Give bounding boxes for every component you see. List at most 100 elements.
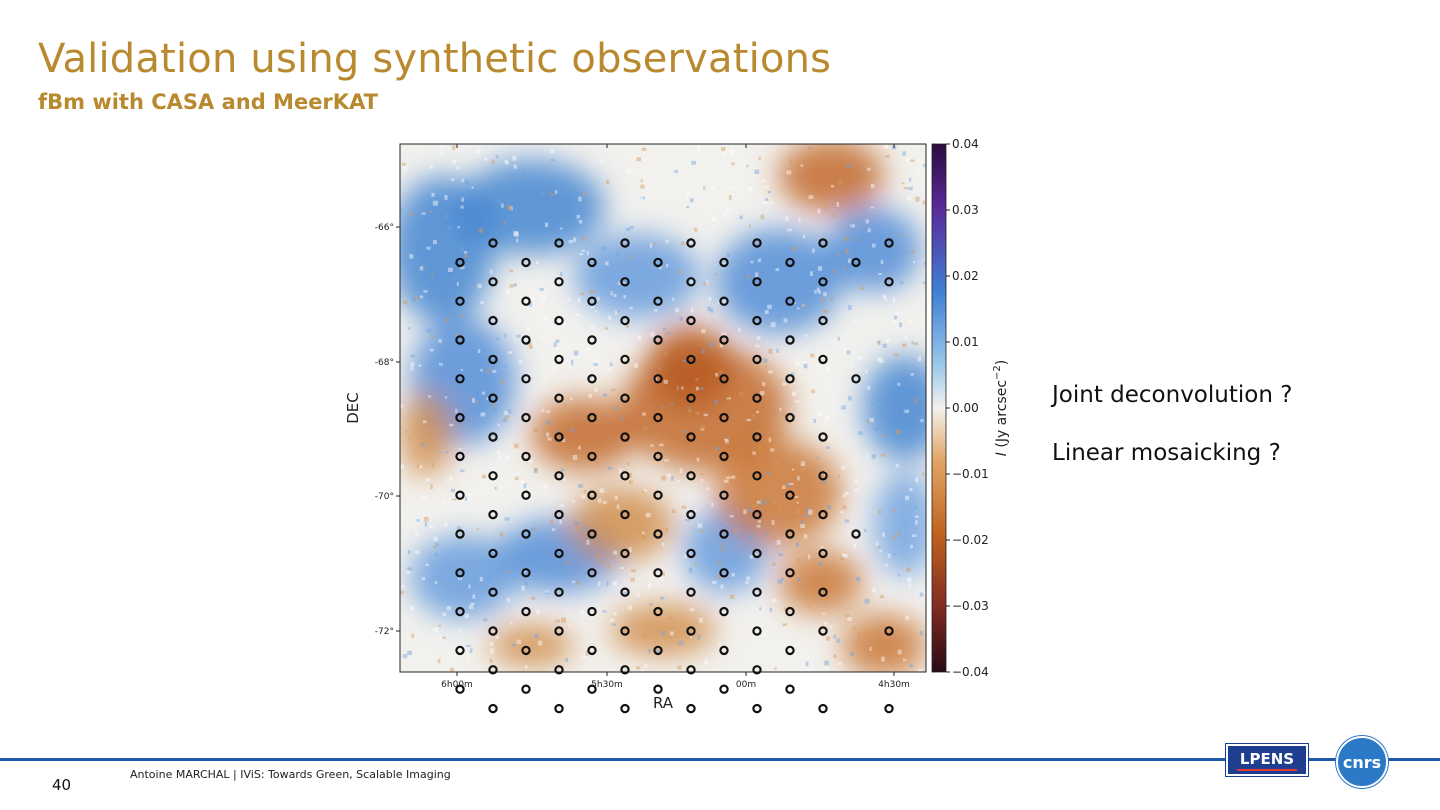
field-speckle [627, 168, 632, 174]
field-speckle [804, 161, 807, 165]
field-speckle [481, 391, 486, 395]
field-speckle [905, 495, 910, 501]
field-speckle [477, 349, 481, 354]
field-blob [531, 397, 637, 472]
field-speckle [701, 329, 706, 334]
field-speckle [495, 154, 499, 159]
field-speckle [636, 666, 641, 670]
field-speckle [879, 358, 884, 364]
field-speckle [557, 277, 562, 283]
field-speckle [489, 642, 494, 646]
field-speckle [830, 185, 835, 188]
field-speckle [534, 467, 538, 472]
field-speckle [703, 282, 708, 286]
field-speckle [530, 528, 536, 532]
field-speckle [671, 509, 676, 514]
field-speckle [849, 652, 855, 657]
field-speckle [564, 561, 570, 565]
field-speckle [662, 439, 666, 444]
field-speckle [421, 212, 426, 215]
field-speckle [795, 582, 799, 586]
field-speckle [908, 186, 913, 191]
field-speckle [610, 291, 613, 296]
field-speckle [583, 526, 589, 530]
field-speckle [463, 251, 468, 254]
field-speckle [753, 264, 757, 268]
field-speckle [555, 347, 560, 351]
field-speckle [787, 228, 792, 232]
field-speckle [561, 617, 567, 623]
field-speckle [695, 377, 699, 381]
field-speckle [508, 269, 514, 273]
intensity-texture [400, 144, 926, 672]
field-speckle [872, 587, 876, 593]
field-speckle [450, 178, 455, 181]
field-speckle [467, 493, 472, 496]
field-speckle [640, 184, 645, 189]
field-speckle [402, 162, 406, 166]
field-speckle [505, 455, 510, 459]
field-speckle [877, 357, 882, 361]
field-speckle [746, 576, 750, 581]
field-speckle [760, 214, 765, 220]
field-speckle [774, 667, 777, 670]
field-speckle [814, 290, 818, 294]
lpens-logo: LPENS [1226, 744, 1308, 776]
field-speckle [914, 342, 918, 346]
field-speckle [721, 147, 726, 152]
field-speckle [897, 649, 902, 655]
pointing-marker [587, 529, 597, 539]
field-speckle [746, 418, 751, 422]
field-speckle [677, 665, 682, 670]
field-speckle [748, 508, 753, 512]
field-speckle [572, 580, 576, 583]
field-speckle [528, 301, 533, 307]
field-speckle [848, 396, 852, 401]
field-speckle [728, 543, 731, 548]
field-speckle [841, 465, 846, 470]
field-speckle [628, 547, 632, 553]
field-speckle [467, 654, 470, 659]
field-speckle [663, 379, 668, 384]
field-speckle [824, 418, 827, 424]
pointing-marker [488, 238, 498, 248]
field-speckle [422, 266, 425, 269]
field-speckle [772, 562, 776, 566]
field-speckle [796, 558, 801, 563]
field-speckle [775, 268, 780, 272]
field-speckle [895, 312, 900, 316]
pointing-marker [653, 296, 663, 306]
field-speckle [623, 295, 627, 299]
pointing-marker [587, 257, 597, 268]
pointing-marker [818, 238, 828, 248]
field-speckle [826, 415, 830, 420]
pointing-marker [554, 393, 564, 403]
field-blob [610, 603, 716, 657]
pointing-marker [554, 548, 564, 559]
field-speckle [414, 296, 419, 301]
field-speckle [881, 624, 886, 630]
colorbar-tick-label: 0.04 [952, 137, 979, 151]
field-speckle [479, 576, 483, 582]
field-speckle [907, 197, 912, 201]
field-speckle [546, 410, 550, 413]
pointing-marker [686, 548, 696, 559]
field-speckle [731, 572, 735, 577]
field-speckle [578, 196, 582, 202]
field-speckle [847, 616, 852, 621]
field-blob [410, 534, 516, 620]
field-speckle [506, 204, 512, 210]
field-speckle [714, 400, 719, 404]
field-speckle [513, 230, 519, 236]
field-speckle [432, 462, 435, 468]
field-speckle [608, 315, 612, 320]
field-speckle [540, 192, 545, 197]
pointing-marker [587, 412, 597, 423]
field-speckle [782, 485, 786, 490]
field-speckle [752, 451, 756, 455]
field-speckle [418, 364, 422, 367]
field-speckle [516, 334, 521, 338]
field-speckle [594, 310, 598, 313]
field-speckle [400, 464, 405, 470]
field-speckle [405, 430, 408, 433]
